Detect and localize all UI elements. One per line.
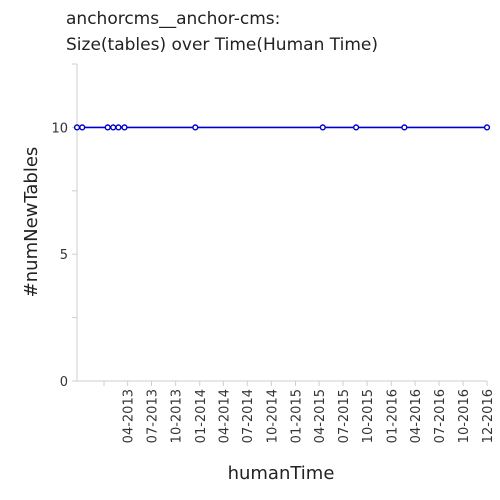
x-tick-label: 10-2014 <box>265 389 280 443</box>
data-point <box>192 124 199 131</box>
data-point <box>401 124 408 131</box>
x-tick-label: 04-2016 <box>409 389 424 443</box>
x-tick-label: 10-2015 <box>361 389 376 443</box>
series-group <box>73 124 491 131</box>
x-tick-label: 01-2015 <box>290 389 305 443</box>
y-tick-label: 0 <box>60 375 68 390</box>
x-tick-label: 07-2013 <box>145 389 160 443</box>
x-tick-label: 01-2014 <box>194 389 209 443</box>
x-axis-label: humanTime <box>228 463 335 484</box>
y-axis-label: #numNewTables <box>21 147 42 298</box>
x-tick-label: 04-2014 <box>217 389 232 443</box>
data-point <box>79 124 86 131</box>
x-tick-label: 01-2016 <box>385 389 400 443</box>
y-tick-label: 10 <box>51 121 68 136</box>
x-axis-ticks: 04-2013 07-2013 10-2013 01-2014 04-2014 07-20… <box>103 381 496 443</box>
data-point <box>319 124 326 131</box>
data-point <box>104 124 111 131</box>
data-point <box>73 124 81 131</box>
x-tick-label: 12-2016 <box>481 389 496 443</box>
x-tick-label: 10-2013 <box>170 389 185 443</box>
data-point <box>483 124 491 131</box>
x-tick-label: 04-2013 <box>122 389 137 443</box>
chart-title-line-1: anchorcms__anchor-cms: <box>66 9 280 29</box>
y-tick-label: 5 <box>60 248 68 263</box>
x-tick-label: 07-2016 <box>433 389 448 443</box>
data-point <box>110 124 117 131</box>
data-point <box>353 124 360 131</box>
x-tick-label: 04-2015 <box>313 389 328 443</box>
data-point <box>115 124 122 131</box>
x-tick-label: 10-2016 <box>457 389 472 443</box>
y-axis-ticks: 0 5 10 <box>51 63 77 390</box>
x-tick-label: 07-2014 <box>241 389 256 443</box>
data-point <box>121 124 128 131</box>
chart-title-line-2: Size(tables) over Time(Human Time) <box>66 35 378 55</box>
x-tick-label: 07-2015 <box>337 389 352 443</box>
